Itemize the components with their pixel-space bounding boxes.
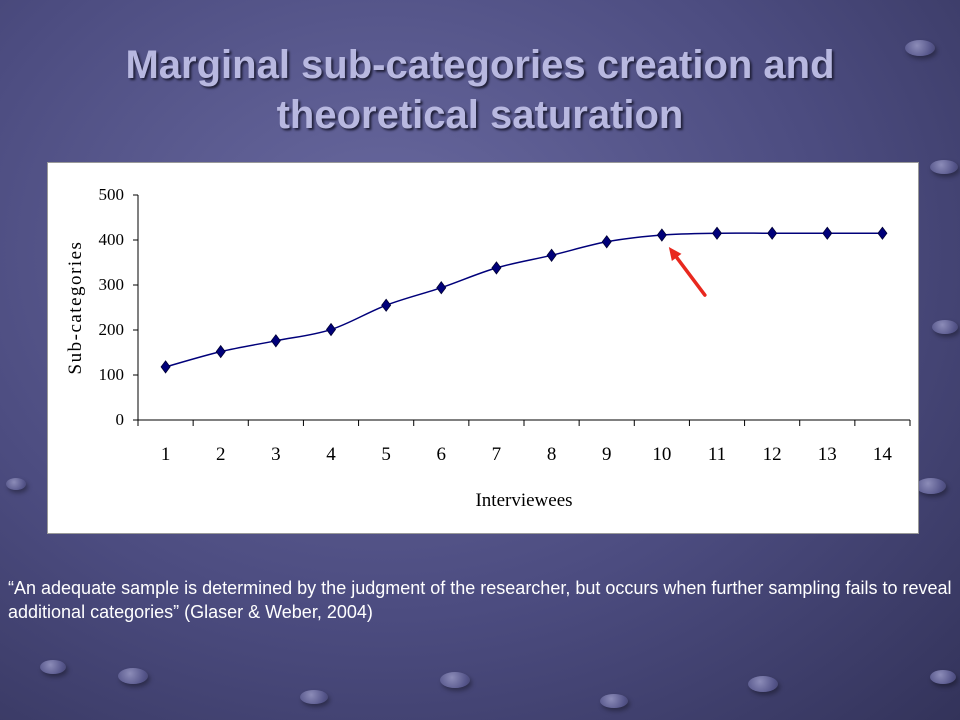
chart-panel: 0 100 200 300 400 500 1 2 3 4 5 6 7 8 9 10 11 12 13 14 Inter… <box>47 162 919 534</box>
data-point-marker <box>381 298 392 312</box>
x-tick-label: 9 <box>602 444 612 465</box>
x-tick-label: 5 <box>381 444 391 465</box>
y-tick-label: 100 <box>99 365 125 384</box>
x-tick-label: 12 <box>763 444 782 465</box>
annotation-arrow-shaft <box>674 255 707 297</box>
x-tick-label: 8 <box>547 444 557 465</box>
data-point-marker <box>491 261 502 275</box>
background-bubble <box>905 40 935 56</box>
data-point-marker <box>326 322 336 337</box>
background-bubble <box>932 320 958 334</box>
x-tick-label: 4 <box>326 444 336 465</box>
x-tick-label: 13 <box>818 444 837 465</box>
title-line-1: Marginal sub-categories creation and <box>125 43 835 87</box>
background-bubble <box>300 690 328 704</box>
series-line <box>165 232 883 368</box>
data-point-marker <box>767 226 778 240</box>
data-point-marker <box>436 281 447 295</box>
y-tick-label: 300 <box>99 275 125 294</box>
y-tick-label: 200 <box>99 320 125 339</box>
x-tick-label: 14 <box>873 444 893 465</box>
background-bubble <box>930 670 956 684</box>
y-axis-title: Sub-categories <box>65 241 86 375</box>
data-point-marker <box>822 226 833 240</box>
x-tick-label: 2 <box>216 444 226 465</box>
background-bubble <box>40 660 66 674</box>
title-line-2: theoretical saturation <box>276 93 684 137</box>
x-tick-label: 7 <box>492 444 502 465</box>
x-tick-label: 11 <box>708 444 726 465</box>
background-bubble <box>916 478 946 494</box>
x-tick-label: 3 <box>271 444 281 465</box>
x-tick-label: 6 <box>437 444 447 465</box>
quote-text: “An adequate sample is determined by the… <box>8 578 952 622</box>
x-tick-label: 10 <box>652 444 671 465</box>
slide-title: Marginal sub-categories creation and the… <box>60 40 900 140</box>
annotation-arrow-head <box>668 247 682 262</box>
data-point-marker <box>601 235 612 249</box>
data-point-marker <box>877 226 888 240</box>
background-bubble <box>600 694 628 708</box>
data-point-marker <box>160 360 171 374</box>
background-bubble <box>930 160 958 174</box>
data-point-marker <box>546 248 557 262</box>
x-axis-title: Interviewees <box>475 490 572 511</box>
data-point-marker <box>656 228 667 242</box>
background-bubble <box>6 478 26 490</box>
data-point-marker <box>215 344 226 359</box>
background-bubble <box>748 676 778 692</box>
background-bubble <box>440 672 470 688</box>
y-tick-label: 500 <box>99 185 125 204</box>
x-tick-label: 1 <box>161 444 171 465</box>
background-bubble <box>118 668 148 684</box>
y-tick-label: 400 <box>99 230 125 249</box>
data-point-marker <box>712 226 722 240</box>
y-tick-label: 0 <box>116 410 125 429</box>
data-point-marker <box>270 334 281 348</box>
